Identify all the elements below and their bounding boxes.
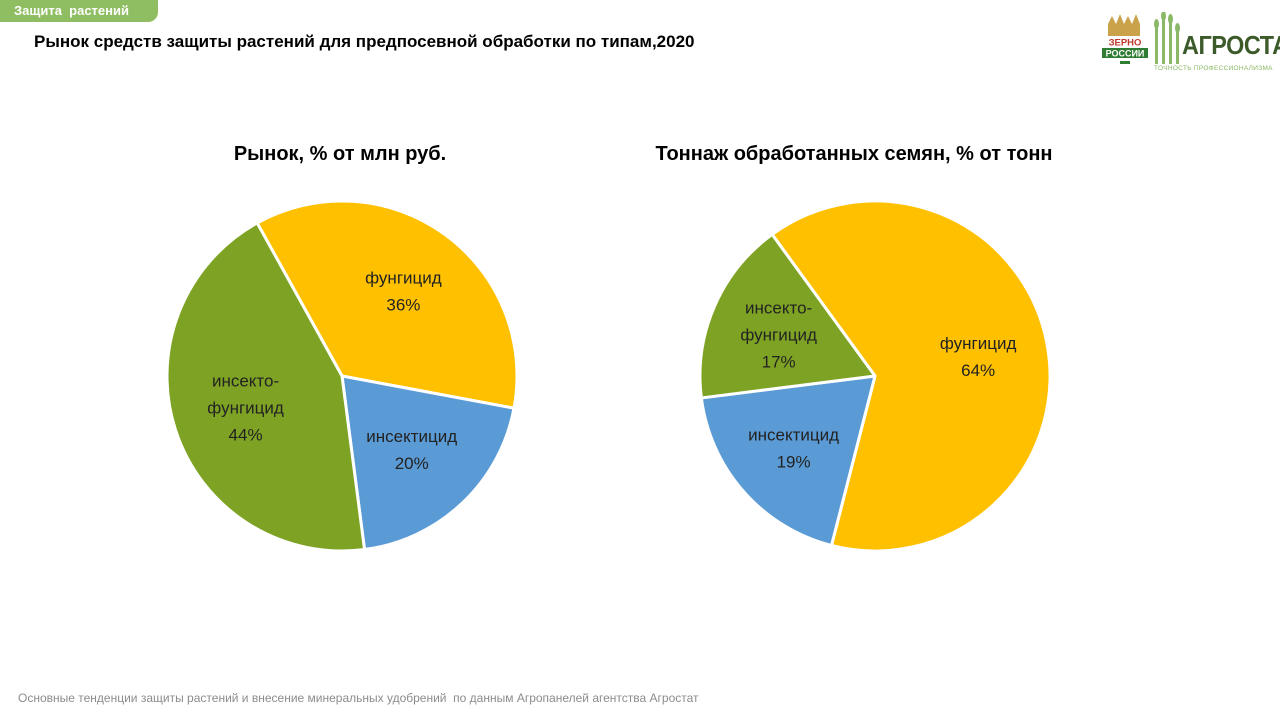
agrostat-wheat-icon: [1154, 12, 1180, 64]
logo-tagline: ТОЧНОСТЬ ПРОФЕССИОНАЛИЗМА: [1154, 65, 1273, 72]
pie-value-label: 36%: [386, 295, 420, 314]
pie-label-tonnage-insecto-fungicide: инсекто-фунгицид 17%: [740, 298, 817, 371]
logo-brand: АГРОСТАТ: [1182, 30, 1280, 60]
pie-category-label: инсекто-: [212, 372, 279, 391]
pie-label-tonnage-insecticide: инсектицид 19%: [748, 425, 839, 471]
pie-category-label: фунгицид: [207, 399, 284, 418]
pie-category-label: фунгицид: [940, 334, 1017, 353]
chart-title-tonnage: Тоннаж обработанных семян, % от тонн: [655, 143, 1053, 165]
pie-slice-market-insecto-fungicide: [165, 221, 367, 553]
pie-category-label: инсектицид: [748, 425, 839, 444]
pie-label-market-insecto-fungicide: инсекто-фунгицид 44%: [207, 372, 284, 445]
pie-slice-tonnage-insecto-fungicide: [698, 232, 877, 400]
pie-category-label: фунгицид: [365, 268, 442, 287]
pie-value-label: 19%: [777, 452, 811, 471]
svg-text:РОССИИ: РОССИИ: [1106, 49, 1145, 59]
pie-category-label: инсектицид: [366, 427, 457, 446]
pie-label-market-fungicide: фунгицид 36%: [365, 268, 442, 314]
slide-title: Рынок средств защиты растений для предпо…: [34, 32, 695, 51]
section-tag: Защита растений: [0, 0, 158, 22]
pie-slice-market-fungicide: [255, 199, 519, 410]
pie-label-tonnage-fungicide: фунгицид 64%: [940, 334, 1017, 380]
pie-value-label: 44%: [229, 426, 263, 445]
pie-chart-market: фунгицид 36% инсектицид 20% инсекто-фунгицид…: [165, 199, 519, 553]
pie-chart-tonnage: фунгицид 64% инсектицид 19% инсекто-фунгицид…: [698, 199, 1052, 553]
pie-value-label: 64%: [961, 361, 995, 380]
pie-label-market-insecticide: инсектицид 20%: [366, 427, 457, 473]
pie-slice-tonnage-fungicide: [770, 199, 1052, 553]
pie-slice-market-insecticide: [340, 374, 516, 552]
zerno-rossii-logo-icon: ЗЕРНО РОССИИ: [1102, 14, 1148, 64]
logo: ЗЕРНО РОССИИ АГРОСТАТ ТОЧНОСТЬ ПРОФЕССИО…: [1100, 6, 1280, 76]
pie-value-label: 20%: [395, 454, 429, 473]
pie-slice-tonnage-insecticide: [699, 374, 877, 548]
pie-value-label: 17%: [762, 352, 796, 371]
footer-note: Основные тенденции защиты растений и вне…: [18, 691, 699, 705]
svg-text:ЗЕРНО: ЗЕРНО: [1109, 38, 1142, 49]
pie-category-label: инсекто-: [745, 298, 812, 317]
pie-category-label: фунгицид: [740, 325, 817, 344]
chart-title-market: Рынок, % от млн руб.: [233, 143, 447, 165]
